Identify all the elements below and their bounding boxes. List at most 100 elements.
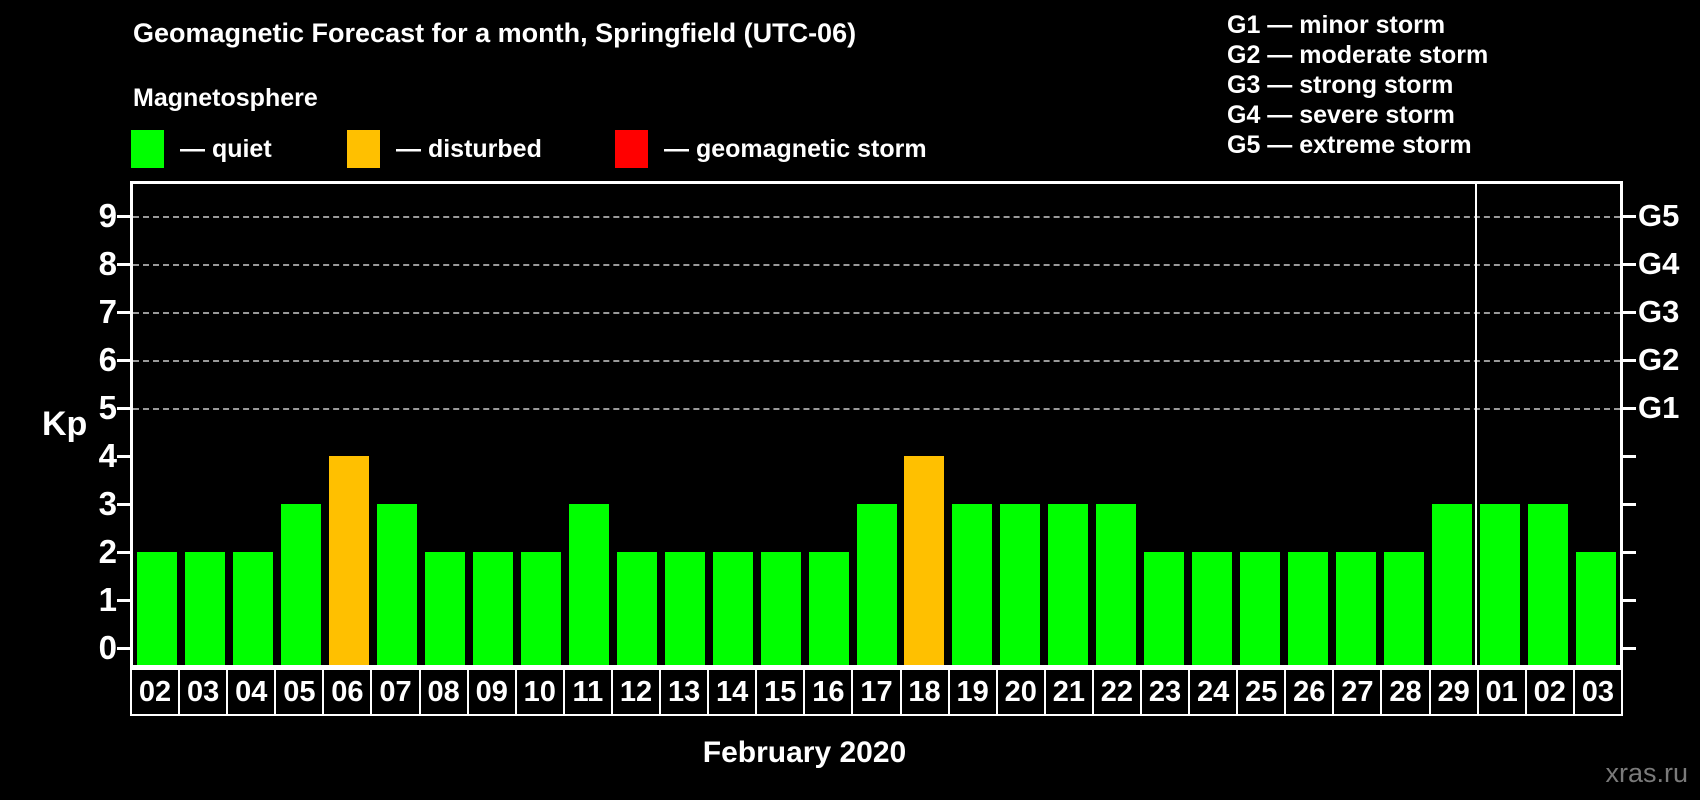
bar-day-27-kp2 <box>1336 552 1377 665</box>
day-cell-mar-03: 03 <box>1572 670 1621 714</box>
storm-scale-line-g3: G3 — strong storm <box>1227 71 1454 99</box>
day-cell-feb-18: 18 <box>899 670 948 714</box>
right-axis-label-g4: G4 <box>1638 246 1680 281</box>
gridline-kp9 <box>133 216 1620 218</box>
tick-left-kp1 <box>117 599 130 602</box>
right-axis-label-g5: G5 <box>1638 198 1680 233</box>
bar-day-12-kp2 <box>616 552 657 665</box>
day-cell-feb-19: 19 <box>947 670 996 714</box>
bar-day-19-kp3 <box>952 504 993 665</box>
tick-right-kp9 <box>1623 215 1636 218</box>
bar-day-01-kp3 <box>1480 504 1521 665</box>
legend-item-label: — quiet <box>180 134 272 163</box>
bar-day-26-kp2 <box>1288 552 1329 665</box>
bar-day-06-kp4 <box>328 456 369 665</box>
y-tick-label-2: 2 <box>98 533 117 570</box>
day-cell-feb-27: 27 <box>1332 670 1380 714</box>
day-cell-feb-14: 14 <box>707 670 755 714</box>
storm-scale-legend: G1 — minor storm G2 — moderate storm G3 … <box>1227 10 1488 160</box>
legend-item-label: — geomagnetic storm <box>664 134 927 163</box>
tick-right-kp7 <box>1623 311 1636 314</box>
storm-scale-line-g1: G1 — minor storm <box>1227 11 1446 39</box>
day-cell-feb-16: 16 <box>803 670 851 714</box>
day-cell-feb-03: 03 <box>178 670 226 714</box>
bar-day-20-kp3 <box>1000 504 1041 665</box>
day-cell-mar-02: 02 <box>1524 670 1573 714</box>
tick-right-kp3 <box>1623 503 1636 506</box>
bar-day-15-kp2 <box>760 552 801 665</box>
x-axis-title: February 2020 <box>702 736 907 769</box>
disturbed-color-swatch <box>347 130 380 168</box>
storm-scale-line-g2: G2 — moderate storm <box>1227 41 1489 69</box>
storm-color-swatch <box>615 130 648 168</box>
y-tick-label-9: 9 <box>98 197 117 234</box>
tick-left-kp8 <box>117 263 130 266</box>
tick-left-kp5 <box>117 407 130 410</box>
day-cell-feb-09: 09 <box>466 670 515 714</box>
right-axis-label-g1: G1 <box>1638 390 1680 425</box>
bar-day-22-kp3 <box>1096 504 1137 665</box>
gridline-kp6 <box>133 360 1620 362</box>
day-cell-feb-12: 12 <box>610 670 659 714</box>
storm-scale-line-g4: G4 — severe storm <box>1227 101 1455 129</box>
y-tick-label-6: 6 <box>98 341 117 378</box>
tick-left-kp2 <box>117 551 130 554</box>
bar-day-08-kp2 <box>424 552 465 665</box>
day-cell-feb-02: 02 <box>138 675 172 708</box>
tick-right-kp8 <box>1623 263 1636 266</box>
legend-item-quiet: — quiet <box>131 130 272 168</box>
tick-left-kp9 <box>117 215 130 218</box>
y-tick-label-7: 7 <box>98 293 117 330</box>
tick-left-kp3 <box>117 503 130 506</box>
legend-title: Magnetosphere <box>133 84 318 112</box>
tick-right-kp0 <box>1623 647 1636 650</box>
bar-day-02-kp2 <box>136 552 177 665</box>
bar-day-16-kp2 <box>808 552 849 665</box>
tick-left-kp6 <box>117 359 130 362</box>
bar-day-21-kp3 <box>1048 504 1089 665</box>
day-cell-feb-04: 04 <box>226 670 274 714</box>
legend-item-storm: — geomagnetic storm <box>615 130 927 168</box>
tick-left-kp4 <box>117 455 130 458</box>
day-cell-feb-20: 20 <box>995 670 1044 714</box>
tick-right-kp6 <box>1623 359 1636 362</box>
day-cell-feb-13: 13 <box>659 670 707 714</box>
day-cell-feb-17: 17 <box>851 670 899 714</box>
y-tick-label-8: 8 <box>98 245 117 282</box>
day-cell-feb-05: 05 <box>274 670 322 714</box>
day-cell-feb-26: 26 <box>1284 670 1332 714</box>
tick-left-kp7 <box>117 311 130 314</box>
bar-day-29-kp3 <box>1432 504 1473 665</box>
bar-day-10-kp2 <box>520 552 561 665</box>
y-tick-label-1: 1 <box>98 581 117 618</box>
watermark: xras.ru <box>1605 758 1688 788</box>
day-cell-feb-28: 28 <box>1380 670 1428 714</box>
y-tick-label-0: 0 <box>98 629 117 666</box>
bar-day-03-kp2 <box>184 552 225 665</box>
bar-day-28-kp2 <box>1384 552 1425 665</box>
day-cell-feb-23: 23 <box>1139 670 1188 714</box>
bar-day-11-kp3 <box>568 504 609 665</box>
bar-day-02-kp3 <box>1528 504 1569 665</box>
x-axis-day-labels: 02 03 04 05 06 07 08 09 10 11 12 13 14 15 16 17 18 19 20 21… <box>130 668 1623 716</box>
right-axis-label-g2: G2 <box>1638 342 1680 377</box>
chart-title: Geomagnetic Forecast for a month, Spring… <box>133 18 857 48</box>
bar-day-23-kp2 <box>1144 552 1185 665</box>
bar-day-24-kp2 <box>1192 552 1233 665</box>
day-cell-feb-21: 21 <box>1043 670 1092 714</box>
bar-day-04-kp2 <box>232 552 273 665</box>
day-cell-feb-08: 08 <box>418 670 467 714</box>
gridline-kp8 <box>133 264 1620 266</box>
y-tick-label-3: 3 <box>98 485 117 522</box>
day-cell-mar-01: 01 <box>1476 670 1525 714</box>
bar-day-25-kp2 <box>1240 552 1281 665</box>
gridline-kp5 <box>133 408 1620 410</box>
day-cell-feb-07: 07 <box>370 670 418 714</box>
bar-day-14-kp2 <box>712 552 753 665</box>
day-cell-feb-10: 10 <box>514 670 563 714</box>
gridline-kp7 <box>133 312 1620 314</box>
day-cell-feb-29: 29 <box>1428 670 1477 714</box>
bar-day-13-kp2 <box>664 552 705 665</box>
bar-day-18-kp4 <box>904 456 945 665</box>
